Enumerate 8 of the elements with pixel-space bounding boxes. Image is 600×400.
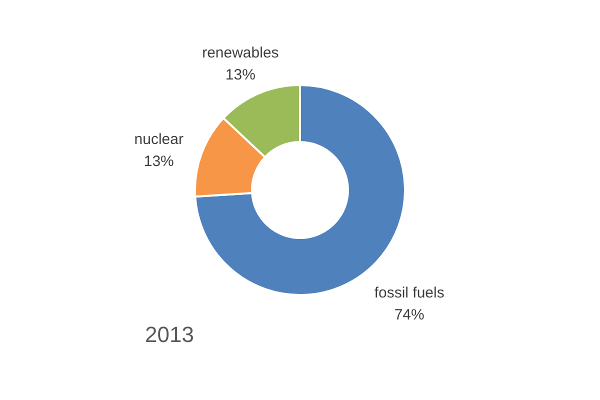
text: 2013	[145, 322, 194, 347]
slice-label: renewables	[202, 44, 279, 62]
data-label: 13%	[225, 66, 256, 84]
donut-slice	[194, 84, 406, 296]
data-label: 74%	[394, 306, 424, 324]
slice-label: fossil fuels	[374, 284, 444, 302]
data-label: 13%	[144, 153, 174, 170]
slice-label: nuclear	[134, 131, 184, 148]
